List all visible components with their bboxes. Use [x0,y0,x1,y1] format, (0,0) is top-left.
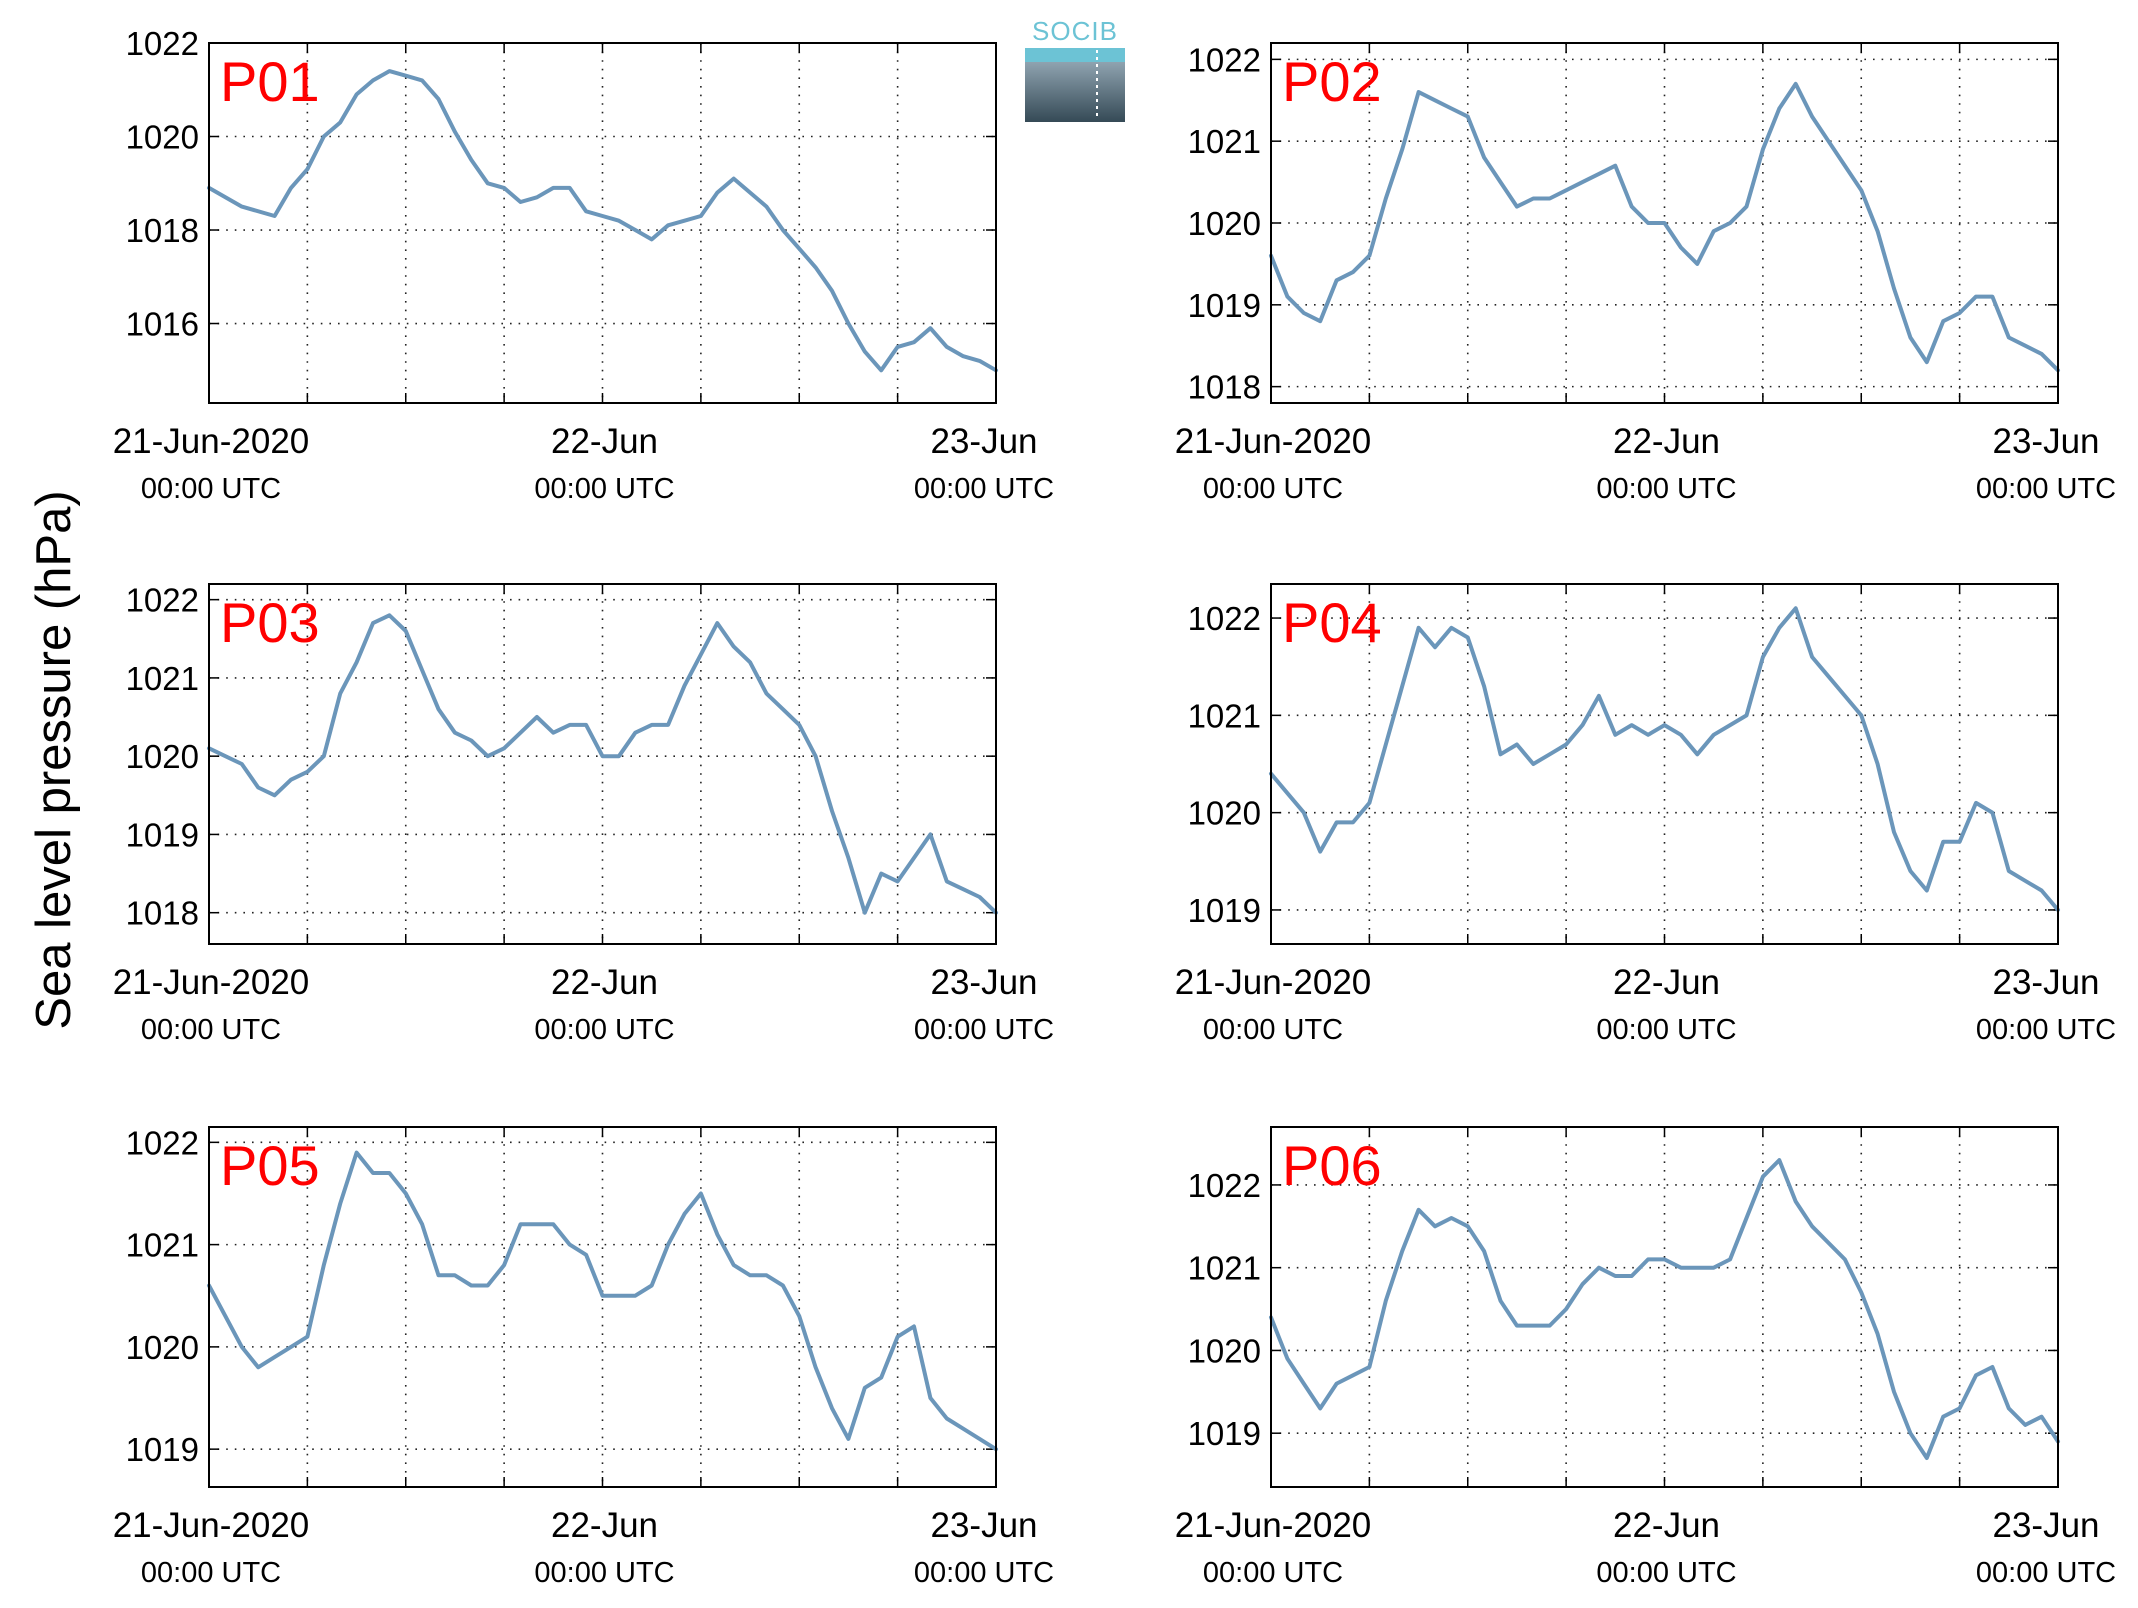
y-tick-label: 1021 [1188,1250,1261,1287]
x-tick-sublabel: 00:00 UTC [141,1014,281,1046]
series-line-p04 [1269,606,2060,912]
series-line-p05 [207,1150,998,1452]
series-line-p01 [207,69,998,373]
plot-area [209,43,996,403]
x-tick-label: 21-Jun-2020 [1175,422,1372,461]
x-tick-sublabel: 00:00 UTC [141,1557,281,1589]
y-tick-label: 1020 [126,738,199,775]
panel-p03: 1018 1019 1020 1021 1022 P03 21-Jun-2020 00:00 … [113,582,1054,1046]
y-tick-label: 1019 [1188,287,1261,324]
x-tick-label: 22-Jun [1613,963,1720,1002]
y-tick-label: 1016 [126,306,199,343]
station-label: P05 [220,1134,320,1197]
station-label: P01 [220,50,320,113]
y-tick-label: 1020 [126,119,199,156]
y-tick-label: 1018 [1188,369,1261,406]
y-tick-label: 1021 [1188,697,1261,734]
x-tick-label: 22-Jun [551,963,658,1002]
plot-frame [208,42,997,404]
plot-frame [208,1126,997,1488]
x-tick-sublabel: 00:00 UTC [534,1557,674,1589]
plot-frame [1270,583,2059,945]
y-tick-label: 1019 [1188,892,1261,929]
y-tick-label: 1022 [1188,1167,1261,1204]
panel-p04: 1019 1020 1021 1022 P04 21-Jun-2020 00:00 UTC 2… [1175,583,2116,1046]
y-tick-label: 1018 [126,895,199,932]
panel-p06: 1019 1020 1021 1022 P06 21-Jun-2020 00:00 UTC 2… [1175,1126,2116,1589]
x-tick-sublabel: 00:00 UTC [1203,473,1343,505]
x-tick-sublabel: 00:00 UTC [1203,1014,1343,1046]
x-tick-label: 21-Jun-2020 [1175,1506,1372,1545]
y-tick-label: 1021 [1188,123,1261,160]
x-tick-label: 23-Jun [930,422,1037,461]
plot-frame [1270,42,2059,404]
x-tick-label: 22-Jun [1613,422,1720,461]
y-tick-label: 1019 [126,816,199,853]
y-axis-label: Sea level pressure (hPa) [27,490,81,1029]
plot-frame [208,583,997,945]
x-tick-sublabel: 00:00 UTC [914,1014,1054,1046]
plot-area [1271,1127,2058,1487]
x-tick-sublabel: 00:00 UTC [914,1557,1054,1589]
x-tick-sublabel: 00:00 UTC [1976,1014,2116,1046]
plot-area [209,1127,996,1487]
logo-text: SOCIB [1032,16,1118,46]
x-tick-sublabel: 00:00 UTC [1596,473,1736,505]
y-tick-label: 1020 [1188,205,1261,242]
x-tick-sublabel: 00:00 UTC [914,473,1054,505]
panel-p02: 1018 1019 1020 1021 1022 P02 21-Jun-2020 00:00 … [1175,41,2116,505]
x-tick-label: 23-Jun [1992,963,2099,1002]
station-label: P04 [1282,591,1382,654]
x-tick-label: 22-Jun [1613,1506,1720,1545]
panel-p01: 1016 1018 1020 1022 P01 21-Jun-2020 00:00 UTC 2… [113,25,1054,505]
x-tick-sublabel: 00:00 UTC [141,473,281,505]
station-label: P03 [220,591,320,654]
x-tick-label: 21-Jun-2020 [113,422,310,461]
x-tick-sublabel: 00:00 UTC [1203,1557,1343,1589]
y-tick-label: 1021 [126,660,199,697]
x-tick-label: 23-Jun [930,1506,1037,1545]
y-tick-label: 1019 [1188,1415,1261,1452]
x-tick-sublabel: 00:00 UTC [534,1014,674,1046]
x-tick-label: 22-Jun [551,1506,658,1545]
x-tick-label: 21-Jun-2020 [113,1506,310,1545]
y-tick-label: 1022 [126,582,199,619]
series-line-p03 [207,613,998,915]
x-tick-sublabel: 00:00 UTC [1596,1557,1736,1589]
x-tick-sublabel: 00:00 UTC [1976,1557,2116,1589]
y-tick-label: 1022 [126,25,199,62]
x-tick-sublabel: 00:00 UTC [1596,1014,1736,1046]
y-tick-label: 1018 [126,212,199,249]
y-tick-label: 1022 [1188,600,1261,637]
y-tick-label: 1022 [126,1124,199,1161]
y-tick-label: 1020 [126,1329,199,1366]
panel-p05: 1019 1020 1021 1022 P05 21-Jun-2020 00:00 UTC 2… [113,1124,1054,1589]
y-tick-label: 1019 [126,1431,199,1468]
plot-area [1271,584,2058,944]
socib-logo: SOCIB [1025,14,1125,122]
station-label: P06 [1282,1134,1382,1197]
station-label: P02 [1282,50,1382,113]
plot-area [209,584,996,944]
y-tick-label: 1022 [1188,41,1261,78]
y-tick-label: 1020 [1188,795,1261,832]
plot-frame [1270,1126,2059,1488]
x-tick-label: 21-Jun-2020 [113,963,310,1002]
series-line-p02 [1269,81,2060,373]
x-tick-sublabel: 00:00 UTC [1976,473,2116,505]
x-tick-label: 21-Jun-2020 [1175,963,1372,1002]
x-tick-sublabel: 00:00 UTC [534,473,674,505]
x-tick-label: 23-Jun [1992,1506,2099,1545]
x-tick-label: 22-Jun [551,422,658,461]
x-tick-label: 23-Jun [1992,422,2099,461]
y-tick-label: 1021 [126,1227,199,1264]
y-tick-label: 1020 [1188,1332,1261,1369]
x-tick-label: 23-Jun [930,963,1037,1002]
series-line-p06 [1269,1158,2060,1460]
